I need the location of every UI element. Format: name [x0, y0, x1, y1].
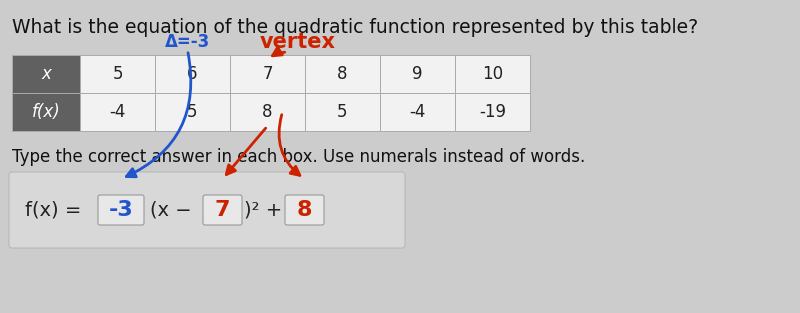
Text: -3: -3 [109, 200, 134, 220]
Bar [230, 55, 305, 93]
Text: 5: 5 [112, 65, 122, 83]
Bar [305, 55, 380, 93]
Bar [230, 93, 305, 131]
Text: -4: -4 [110, 103, 126, 121]
Text: -4: -4 [410, 103, 426, 121]
FancyBboxPatch shape [9, 172, 405, 248]
Text: -19: -19 [479, 103, 506, 121]
Text: vertex: vertex [259, 32, 335, 52]
FancyBboxPatch shape [203, 195, 242, 225]
Text: Type the correct answer in each box. Use numerals instead of words.: Type the correct answer in each box. Use… [12, 148, 586, 166]
Text: f(x) =: f(x) = [25, 201, 82, 219]
Text: 8: 8 [338, 65, 348, 83]
Bar [155, 93, 230, 131]
Text: (x −: (x − [150, 201, 192, 219]
FancyBboxPatch shape [285, 195, 324, 225]
Text: 8: 8 [262, 103, 273, 121]
Text: 7: 7 [214, 200, 230, 220]
Text: 8: 8 [297, 200, 312, 220]
Bar [305, 93, 380, 131]
Text: 5: 5 [338, 103, 348, 121]
Text: 10: 10 [482, 65, 503, 83]
Bar [80, 93, 155, 131]
Bar [12, 93, 80, 131]
Text: x: x [41, 65, 51, 83]
Bar [455, 55, 530, 93]
Text: Δ=-3: Δ=-3 [165, 33, 210, 51]
Bar [155, 55, 230, 93]
Bar [455, 93, 530, 131]
Text: 7: 7 [262, 65, 273, 83]
Bar [380, 55, 455, 93]
Bar [80, 55, 155, 93]
Text: f(x): f(x) [32, 103, 60, 121]
Text: )² +: )² + [244, 201, 282, 219]
Text: 9: 9 [412, 65, 422, 83]
Text: What is the equation of the quadratic function represented by this table?: What is the equation of the quadratic fu… [12, 18, 698, 37]
Bar [380, 93, 455, 131]
Text: 6: 6 [187, 65, 198, 83]
FancyBboxPatch shape [98, 195, 144, 225]
Bar [12, 55, 80, 93]
Text: 5: 5 [187, 103, 198, 121]
